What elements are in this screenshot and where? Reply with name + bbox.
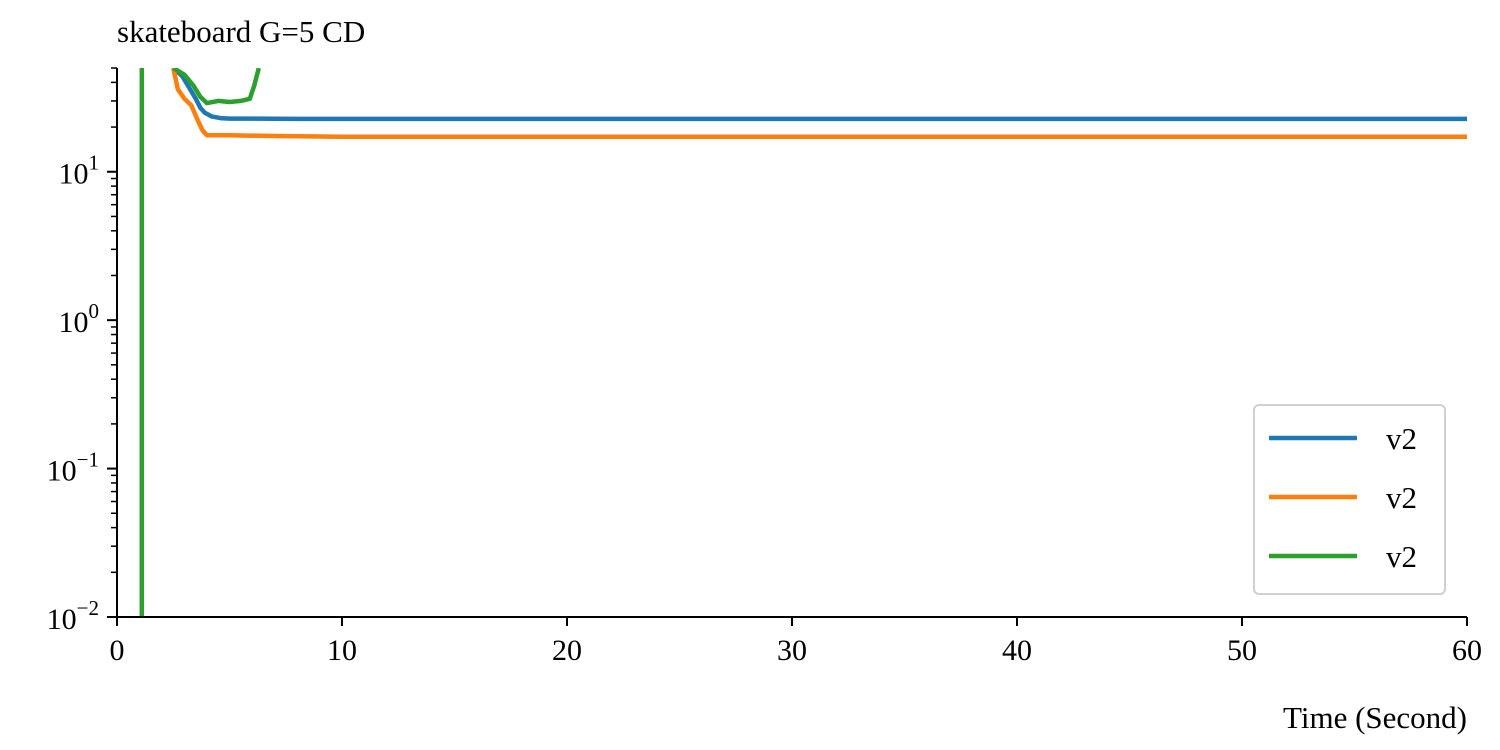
- x-tick-label: 30: [777, 634, 807, 667]
- x-tick-label: 40: [1002, 634, 1032, 667]
- series-line-1: [171, 68, 1467, 122]
- legend-box: [1253, 404, 1446, 595]
- x-tick-label: 60: [1452, 634, 1482, 667]
- legend-label: v2: [1386, 480, 1417, 515]
- y-tick-label: 101: [59, 151, 100, 191]
- axes: 0 10 20 30 40 50 60 10−2 10−1 100 101: [47, 67, 1482, 667]
- y-tick-label: 10−1: [47, 448, 99, 488]
- chart-title: skateboard G=5 CD: [117, 14, 365, 49]
- x-tick-label: 50: [1227, 634, 1257, 667]
- series-line-3: [139, 68, 261, 617]
- x-tick-label: 10: [327, 634, 357, 667]
- y-tick-label: 10−2: [47, 596, 99, 636]
- x-tick-label: 0: [110, 634, 125, 667]
- y-tick-label: 100: [59, 299, 100, 339]
- legend-label: v2: [1386, 539, 1417, 574]
- legend: v2 v2 v2: [1253, 404, 1446, 595]
- x-axis-label: Time (Second): [1283, 700, 1467, 735]
- x-tick-label: 20: [552, 634, 582, 667]
- series-lines: [139, 68, 1467, 617]
- legend-label: v2: [1386, 421, 1417, 456]
- series-line-2: [171, 68, 1467, 140]
